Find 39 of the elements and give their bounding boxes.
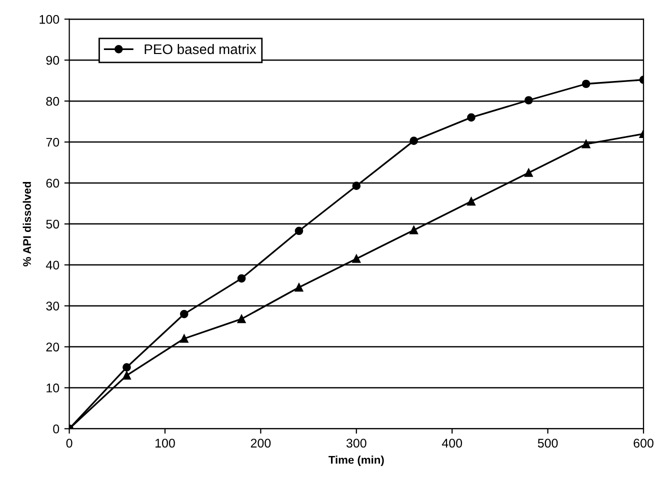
point [352,182,361,190]
y-axis-title: % API dissolved [22,182,31,266]
point [122,371,131,380]
point [237,274,246,283]
legend-label: PEO based matrix [144,44,256,54]
y-tick-label: 50 [46,220,60,229]
x-axis-title: Time (min) [328,456,384,466]
x-tick-label: 500 [538,438,558,448]
y-tick-label: 0 [53,424,60,434]
point [180,334,188,343]
y-tick-label: 30 [46,302,60,310]
point [294,283,304,292]
point [410,226,418,234]
point [352,254,361,263]
x-tick-label: 400 [442,438,462,448]
x-tick-label: 200 [250,438,271,448]
point [524,96,533,104]
point [180,310,188,318]
y-tick-label: 20 [46,342,60,352]
point [467,113,476,122]
y-tick-label: 80 [46,96,60,106]
point [524,168,533,177]
y-tick-label: 10 [46,384,60,392]
point [294,226,304,236]
point [582,80,590,88]
y-tick-label: 70 [46,138,60,147]
y-tick-label: 40 [46,260,60,270]
y-tick-label: 90 [46,56,60,65]
x-tick-label: 600 [634,438,654,448]
y-tick-label: 100 [40,14,60,24]
point [467,197,476,206]
y-tick-label: 60 [46,178,60,188]
point [122,363,131,372]
point [237,314,246,324]
point [582,140,590,148]
point [410,136,418,145]
x-tick-label: 0 [66,438,72,448]
x-tick-label: 300 [346,438,366,448]
x-tick-label: 100 [156,438,175,448]
